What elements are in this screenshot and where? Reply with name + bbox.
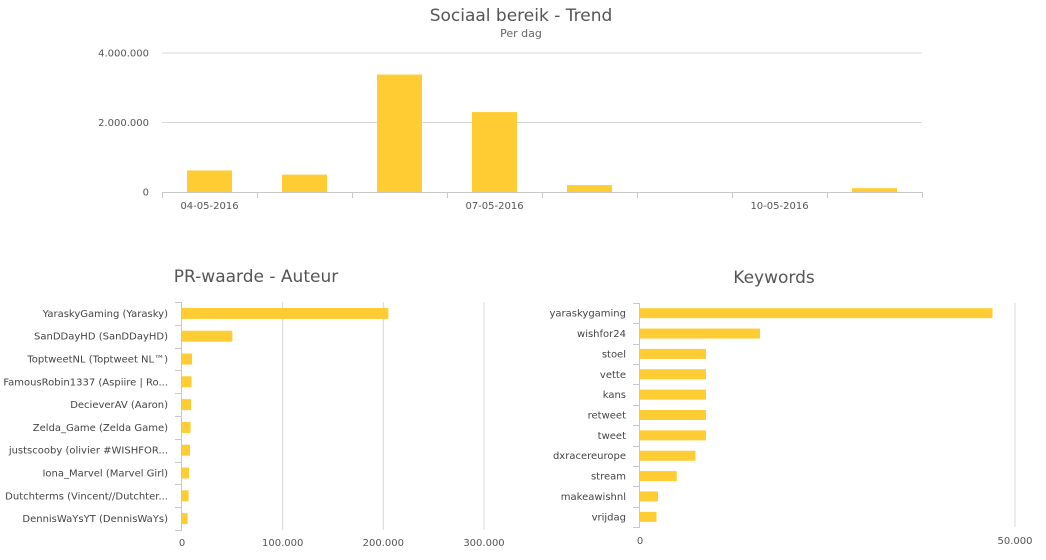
keywords-category-label: dxracereurope xyxy=(553,451,626,462)
trend-chart: Sociaal bereik - Trend Per dag 0 2.000.00… xyxy=(98,6,923,212)
trend-y-tick-label: 4.000.000 xyxy=(98,49,149,60)
trend-bar xyxy=(472,112,517,192)
keywords-category-label: vrijdag xyxy=(592,512,626,523)
author-category-label: Zelda_Game (Zelda Game) xyxy=(33,423,168,434)
trend-y-tick-label: 0 xyxy=(143,188,149,199)
keywords-category-label: stoel xyxy=(602,349,626,360)
keywords-bar xyxy=(640,369,706,380)
keywords-bar xyxy=(640,491,658,502)
keywords-bar xyxy=(640,389,706,400)
author-category-label: Dutchterms (Vincent//Dutchter... xyxy=(5,491,168,502)
trend-chart-subtitle: Per dag xyxy=(500,27,542,40)
keywords-bar xyxy=(640,410,706,420)
author-bar xyxy=(182,353,193,365)
trend-bar xyxy=(377,74,422,192)
author-category-label: SanDDayHD (SanDDayHD) xyxy=(34,332,168,343)
trend-x-tick-label: 10-05-2016 xyxy=(750,201,808,212)
author-x-tick-label: 300.000 xyxy=(463,538,504,549)
trend-bar xyxy=(187,170,232,192)
author-category-label: ToptweetNL (Toptweet NL™) xyxy=(26,355,168,366)
author-bar xyxy=(182,399,192,411)
keywords-category-label: kans xyxy=(603,390,626,401)
keywords-bar xyxy=(640,430,706,441)
keywords-bar xyxy=(640,511,657,522)
author-x-tick-label: 0 xyxy=(179,538,185,549)
trend-bar xyxy=(282,174,327,192)
keywords-category-label: wishfor24 xyxy=(577,329,626,340)
author-bar xyxy=(182,490,189,502)
keywords-category-label: stream xyxy=(591,472,626,483)
keywords-bar xyxy=(640,450,696,461)
keywords-chart: Keywords 0 50.000 yaraskygaming wishfor24 st… xyxy=(549,268,1032,547)
author-bar xyxy=(182,330,233,342)
keywords-category-label: vette xyxy=(600,370,626,381)
keywords-category-label: yaraskygaming xyxy=(549,309,626,320)
keywords-category-label: tweet xyxy=(598,431,626,442)
author-category-label: DennisWaYsYT (DennisWaYs) xyxy=(22,514,168,525)
author-category-label: DecieverAV (Aaron) xyxy=(70,400,168,411)
author-x-tick-label: 200.000 xyxy=(363,538,404,549)
author-bar xyxy=(182,444,191,456)
author-chart-title: PR-waarde - Auteur xyxy=(174,267,338,287)
author-bar xyxy=(182,421,191,433)
author-bar xyxy=(182,307,389,319)
author-bar xyxy=(182,513,188,525)
author-category-label: justscooby (olivier #WISHFOR... xyxy=(8,446,168,457)
author-x-tick-label: 100.000 xyxy=(262,538,303,549)
trend-bar xyxy=(567,185,612,192)
trend-y-tick-label: 2.000.000 xyxy=(98,118,149,129)
author-category-label: Iona_Marvel (Marvel Girl) xyxy=(42,469,168,480)
keywords-bar xyxy=(640,328,760,339)
keywords-x-tick-label: 0 xyxy=(637,536,643,547)
author-bar xyxy=(182,376,192,388)
trend-bar xyxy=(852,188,897,192)
author-chart: PR-waarde - Auteur 0 100.000 200.000 300.00… xyxy=(3,267,504,549)
keywords-category-label: makeawishnl xyxy=(561,492,626,503)
keywords-bar xyxy=(640,308,993,319)
trend-chart-title: Sociaal bereik - Trend xyxy=(430,6,613,26)
author-category-label: FamousRobin1337 (Aspiire | Ro... xyxy=(3,377,168,388)
trend-x-tick-label: 07-05-2016 xyxy=(465,201,523,212)
author-bar xyxy=(182,467,190,479)
keywords-bar xyxy=(640,348,706,359)
keywords-chart-title: Keywords xyxy=(733,268,815,288)
keywords-category-label: retweet xyxy=(588,411,626,422)
trend-x-tick-label: 04-05-2016 xyxy=(180,201,238,212)
author-category-label: YaraskyGaming (Yarasky) xyxy=(42,309,168,320)
keywords-bar xyxy=(640,471,677,482)
keywords-x-tick-label: 50.000 xyxy=(998,536,1033,547)
